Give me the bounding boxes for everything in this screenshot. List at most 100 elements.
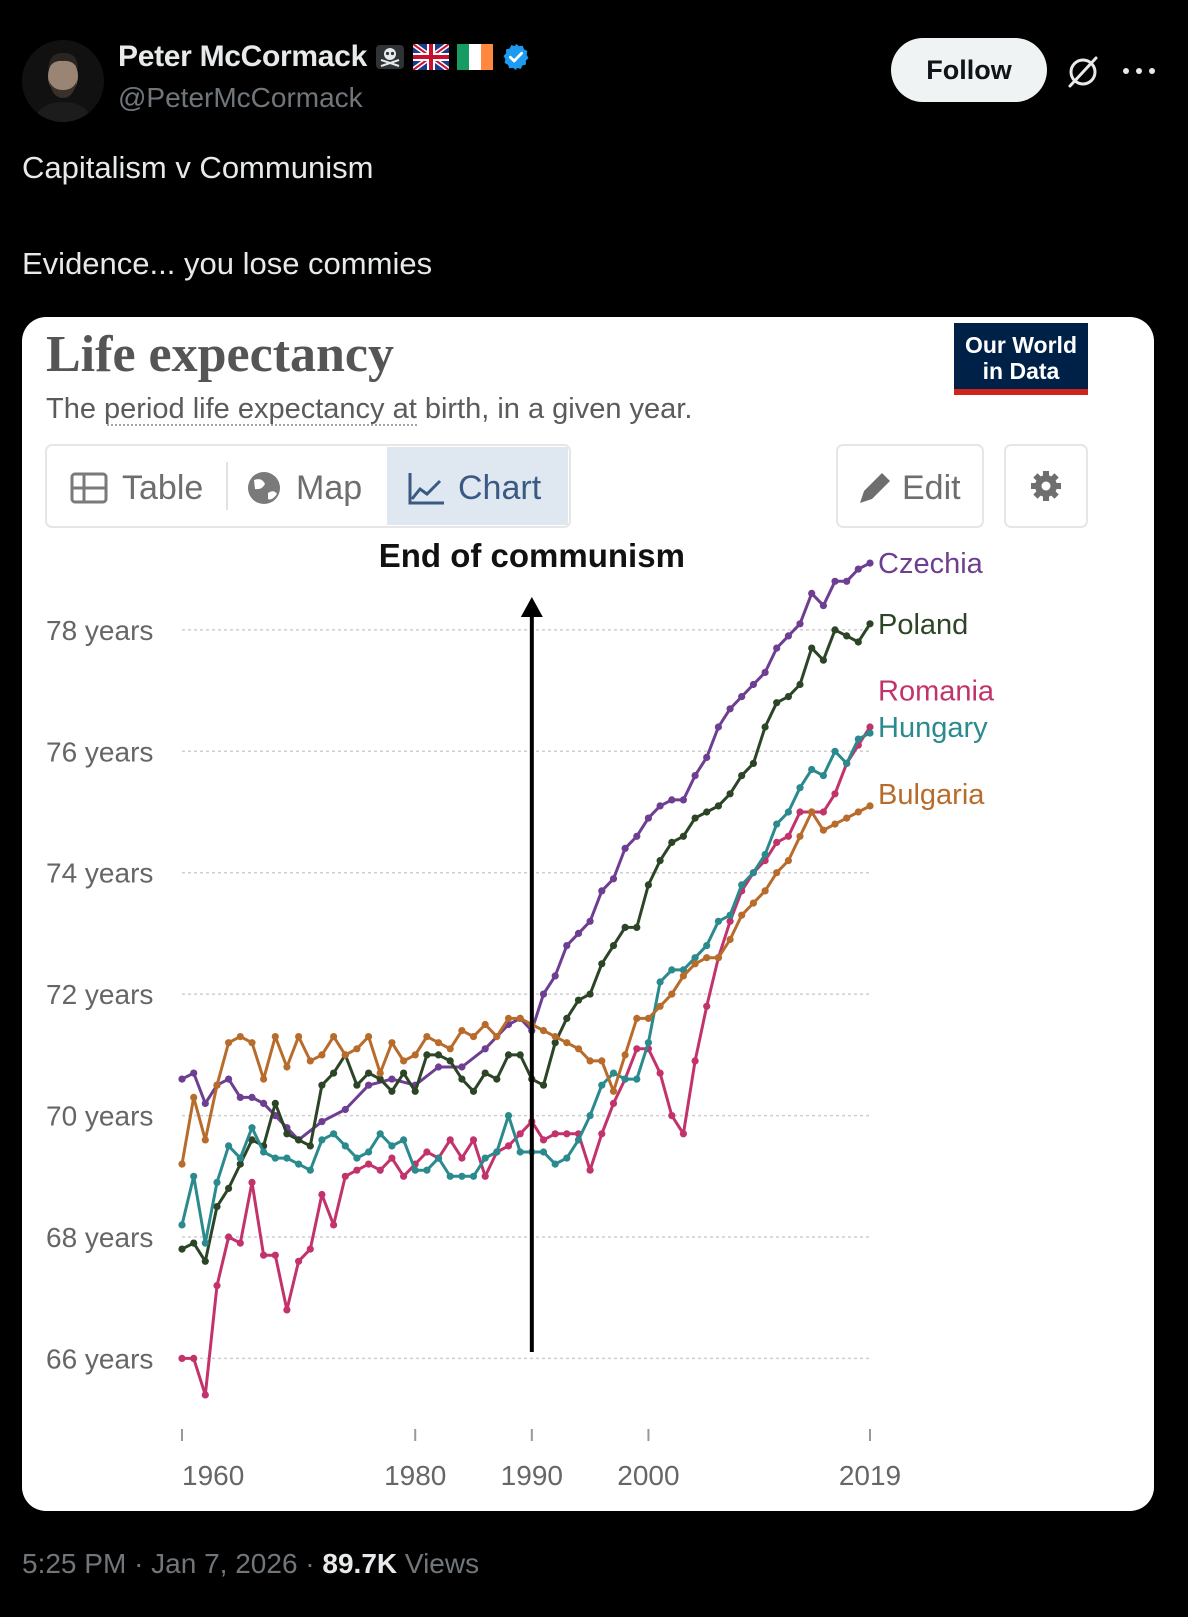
y-tick-label: 68 years — [46, 1222, 153, 1253]
settings-button[interactable] — [1004, 444, 1088, 528]
data-point — [644, 881, 653, 889]
data-point — [469, 1033, 478, 1041]
data-point — [656, 1069, 664, 1077]
data-point — [516, 1051, 524, 1059]
tweet-time[interactable]: 5:25 PM — [22, 1548, 127, 1579]
data-point — [808, 808, 816, 816]
follow-button[interactable]: Follow — [891, 38, 1047, 102]
x-tick-label: 1980 — [384, 1460, 446, 1491]
data-point — [341, 1142, 349, 1150]
tab-chart[interactable]: Chart — [387, 447, 568, 525]
pencil-icon — [860, 473, 890, 503]
data-point — [283, 1154, 291, 1162]
data-point — [796, 680, 804, 689]
data-point — [598, 1057, 606, 1065]
series-line — [180, 731, 871, 1245]
data-point — [388, 1142, 396, 1150]
data-point — [400, 1172, 408, 1180]
data-point — [318, 1081, 326, 1089]
tab-map[interactable]: Map — [248, 469, 362, 507]
gridlines — [182, 629, 870, 1360]
tab-table-label: Table — [122, 469, 203, 507]
data-point — [458, 1027, 466, 1035]
data-point — [574, 1136, 583, 1144]
data-point — [306, 1245, 314, 1253]
data-point — [469, 1172, 478, 1180]
data-point — [318, 1136, 326, 1144]
data-point — [446, 1172, 454, 1180]
data-point — [388, 1154, 396, 1162]
data-point — [598, 1130, 606, 1138]
data-point — [551, 1130, 559, 1138]
data-point — [423, 1166, 431, 1174]
owid-logo[interactable]: Our World in Data — [954, 323, 1088, 395]
data-point — [784, 832, 793, 840]
data-point — [563, 942, 571, 950]
data-point — [213, 1178, 221, 1186]
data-point — [295, 1160, 303, 1168]
data-point — [551, 1033, 559, 1041]
data-point — [761, 668, 769, 676]
data-point — [423, 1051, 431, 1059]
data-point — [656, 978, 664, 986]
data-point — [493, 1033, 501, 1041]
data-point — [726, 705, 734, 713]
author-handle[interactable]: @PeterMcCormack — [118, 82, 363, 113]
data-point — [831, 747, 839, 755]
more-icon[interactable] — [1117, 56, 1161, 86]
data-point — [434, 1051, 443, 1059]
tweet-date[interactable]: Jan 7, 2026 — [151, 1548, 298, 1579]
data-point — [773, 820, 781, 828]
data-point — [365, 1033, 373, 1041]
data-point — [738, 911, 746, 919]
data-point — [551, 972, 559, 980]
data-point — [376, 1069, 384, 1077]
x-tick-label: 2000 — [617, 1460, 679, 1491]
data-point — [691, 814, 699, 822]
media-image[interactable]: Life expectancy The period life expectan… — [22, 317, 1154, 1511]
data-point — [201, 1257, 209, 1265]
edit-button[interactable]: Edit — [836, 444, 984, 528]
data-point — [341, 1105, 349, 1114]
data-point — [271, 1033, 279, 1041]
author-name[interactable]: Peter McCormack — [118, 40, 367, 73]
data-point — [831, 577, 839, 585]
data-point — [563, 1039, 571, 1047]
data-point — [609, 1087, 618, 1095]
data-point — [353, 1081, 361, 1089]
data-point — [446, 1057, 454, 1065]
data-point — [481, 1069, 489, 1077]
tweet-text-line-2: Evidence... you lose commies — [22, 246, 433, 281]
data-point — [796, 808, 804, 816]
data-point — [260, 1075, 268, 1083]
data-point — [190, 1069, 198, 1077]
x-tick-label: 1960 — [182, 1460, 244, 1491]
data-point — [236, 1154, 244, 1162]
tab-chart-label: Chart — [458, 469, 542, 507]
data-point — [586, 1112, 594, 1120]
gear-icon — [1031, 471, 1061, 501]
data-point — [469, 1136, 478, 1144]
avatar[interactable] — [22, 40, 104, 122]
data-point — [843, 577, 851, 585]
data-point — [644, 814, 653, 822]
data-point — [563, 1154, 571, 1162]
verified-badge-icon[interactable] — [501, 42, 531, 72]
data-point — [621, 923, 629, 932]
data-point — [738, 693, 746, 701]
data-point — [586, 1166, 594, 1174]
data-point — [365, 1160, 373, 1168]
edit-button-label: Edit — [902, 469, 961, 507]
grok-icon[interactable] — [1063, 52, 1103, 92]
data-point — [703, 753, 711, 761]
series-bulgaria — [178, 802, 874, 1168]
x-tick-label: 1990 — [501, 1460, 563, 1491]
ireland-flag-icon — [456, 44, 493, 70]
tab-table[interactable]: Table — [70, 469, 203, 507]
data-point — [225, 1075, 233, 1083]
data-point — [190, 1239, 198, 1247]
chart-title: Life expectancy — [46, 326, 394, 383]
uk-flag-icon — [412, 44, 449, 70]
data-point — [749, 759, 758, 767]
data-point — [668, 966, 676, 974]
